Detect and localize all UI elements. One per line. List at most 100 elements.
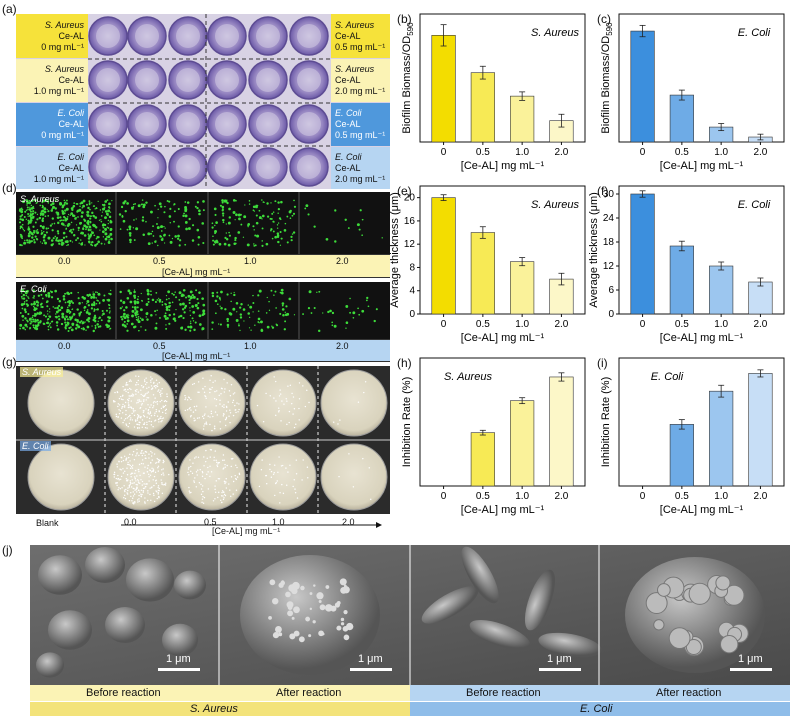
cell-shape xyxy=(36,652,64,678)
fluorescence-dot xyxy=(57,232,60,235)
colony xyxy=(122,421,124,424)
fluorescence-dot xyxy=(107,298,111,302)
colony xyxy=(280,420,282,422)
scale-bar xyxy=(350,668,392,671)
fluorescence-dot xyxy=(84,244,86,246)
colony xyxy=(275,482,277,484)
colony xyxy=(113,471,116,474)
fluorescence-dot xyxy=(119,290,122,294)
colony xyxy=(132,482,134,484)
y-tick-label: 8 xyxy=(409,262,415,273)
colony xyxy=(281,400,283,402)
fluorescence-dot xyxy=(211,328,214,331)
fluorescence-dot xyxy=(277,240,280,244)
fluorescence-dot xyxy=(108,316,111,319)
fluorescence-dot xyxy=(227,243,231,247)
fluorescence-dot xyxy=(87,237,91,240)
colony xyxy=(222,454,225,456)
colony xyxy=(231,458,233,460)
fluorescence-dot xyxy=(187,325,190,329)
fluorescence-dot xyxy=(40,289,43,292)
fluorescence-dot xyxy=(161,301,164,303)
fluorescence-dot xyxy=(248,327,251,329)
fluorescence-dot xyxy=(183,306,187,309)
fluorescence-dot xyxy=(266,325,270,329)
colony xyxy=(133,476,136,478)
fluorescence-dot xyxy=(218,242,222,246)
colony xyxy=(292,396,295,398)
colony xyxy=(265,392,267,395)
fluorescence-dot xyxy=(265,242,269,246)
fluorescence-dot xyxy=(109,232,113,236)
fluorescence-dot xyxy=(105,212,109,216)
fluorescence-dot xyxy=(273,221,275,223)
cell-shape xyxy=(162,623,198,657)
colony xyxy=(135,487,138,490)
fluorescence-dot xyxy=(138,329,140,332)
fluorescence-dot xyxy=(313,307,316,310)
fluorescence-dot xyxy=(219,299,222,301)
fluorescence-dot xyxy=(38,321,42,324)
fluorescence-dot xyxy=(45,198,48,202)
colony xyxy=(280,465,283,467)
fluorescence-dot xyxy=(88,202,91,205)
fluorescence-dot xyxy=(202,310,205,313)
fluorescence-dot xyxy=(254,324,256,327)
colony xyxy=(141,454,144,457)
colony xyxy=(221,491,223,494)
fluorescence-dot xyxy=(61,206,64,209)
colony xyxy=(162,405,164,407)
particle xyxy=(343,610,348,615)
fluorescence-dot xyxy=(86,300,90,303)
colony xyxy=(287,471,289,473)
colony xyxy=(151,378,153,380)
colony xyxy=(144,502,146,504)
colony xyxy=(148,386,150,389)
colony xyxy=(147,499,149,502)
colony xyxy=(201,472,204,474)
plot-frame xyxy=(419,357,586,487)
fluorescence-dot xyxy=(23,241,27,245)
colony xyxy=(195,486,197,488)
fluorescence-dot xyxy=(107,223,109,225)
fluorescence-dot xyxy=(123,309,126,312)
colony xyxy=(275,414,277,417)
colony xyxy=(147,490,149,492)
colony xyxy=(146,421,148,424)
fluorescence-dot xyxy=(211,294,215,298)
fluorescence-dot xyxy=(184,328,187,331)
fluorescence-dot xyxy=(81,295,85,299)
colony xyxy=(261,459,263,461)
fluorescence-dot xyxy=(106,199,109,201)
colony xyxy=(291,402,293,405)
colony xyxy=(207,471,209,473)
cell-shape xyxy=(48,610,92,650)
well-center xyxy=(135,112,159,136)
fluorescence-dot xyxy=(147,297,150,301)
dose-label: 1.0 mg mL⁻¹ xyxy=(33,173,84,184)
plate-label-left-2: S. Aureus Ce-AL 1.0 mg mL⁻¹ xyxy=(16,59,88,102)
fluorescence-dot xyxy=(173,210,176,213)
colony xyxy=(352,486,355,488)
colony xyxy=(214,411,217,413)
fluorescence-dot xyxy=(179,314,183,318)
fluorescence-dot xyxy=(127,313,129,315)
fluorescence-dot xyxy=(86,214,88,216)
fluorescence-dot xyxy=(132,203,135,206)
organism-label: S. Aureus xyxy=(335,64,375,74)
colony xyxy=(124,470,126,473)
colony xyxy=(134,409,136,412)
y-axis-label-subscript: 590 xyxy=(605,22,614,36)
fluorescence-dot xyxy=(70,291,73,295)
colony xyxy=(201,470,204,473)
colony xyxy=(214,380,216,382)
fluorescence-dot xyxy=(271,325,273,327)
fluorescence-dot xyxy=(173,220,175,223)
colony xyxy=(127,489,129,492)
fluorescence-dot xyxy=(221,201,224,204)
colony xyxy=(190,409,192,411)
colony xyxy=(139,474,141,477)
colony xyxy=(159,417,161,420)
colony xyxy=(130,492,132,494)
colony xyxy=(145,408,147,410)
